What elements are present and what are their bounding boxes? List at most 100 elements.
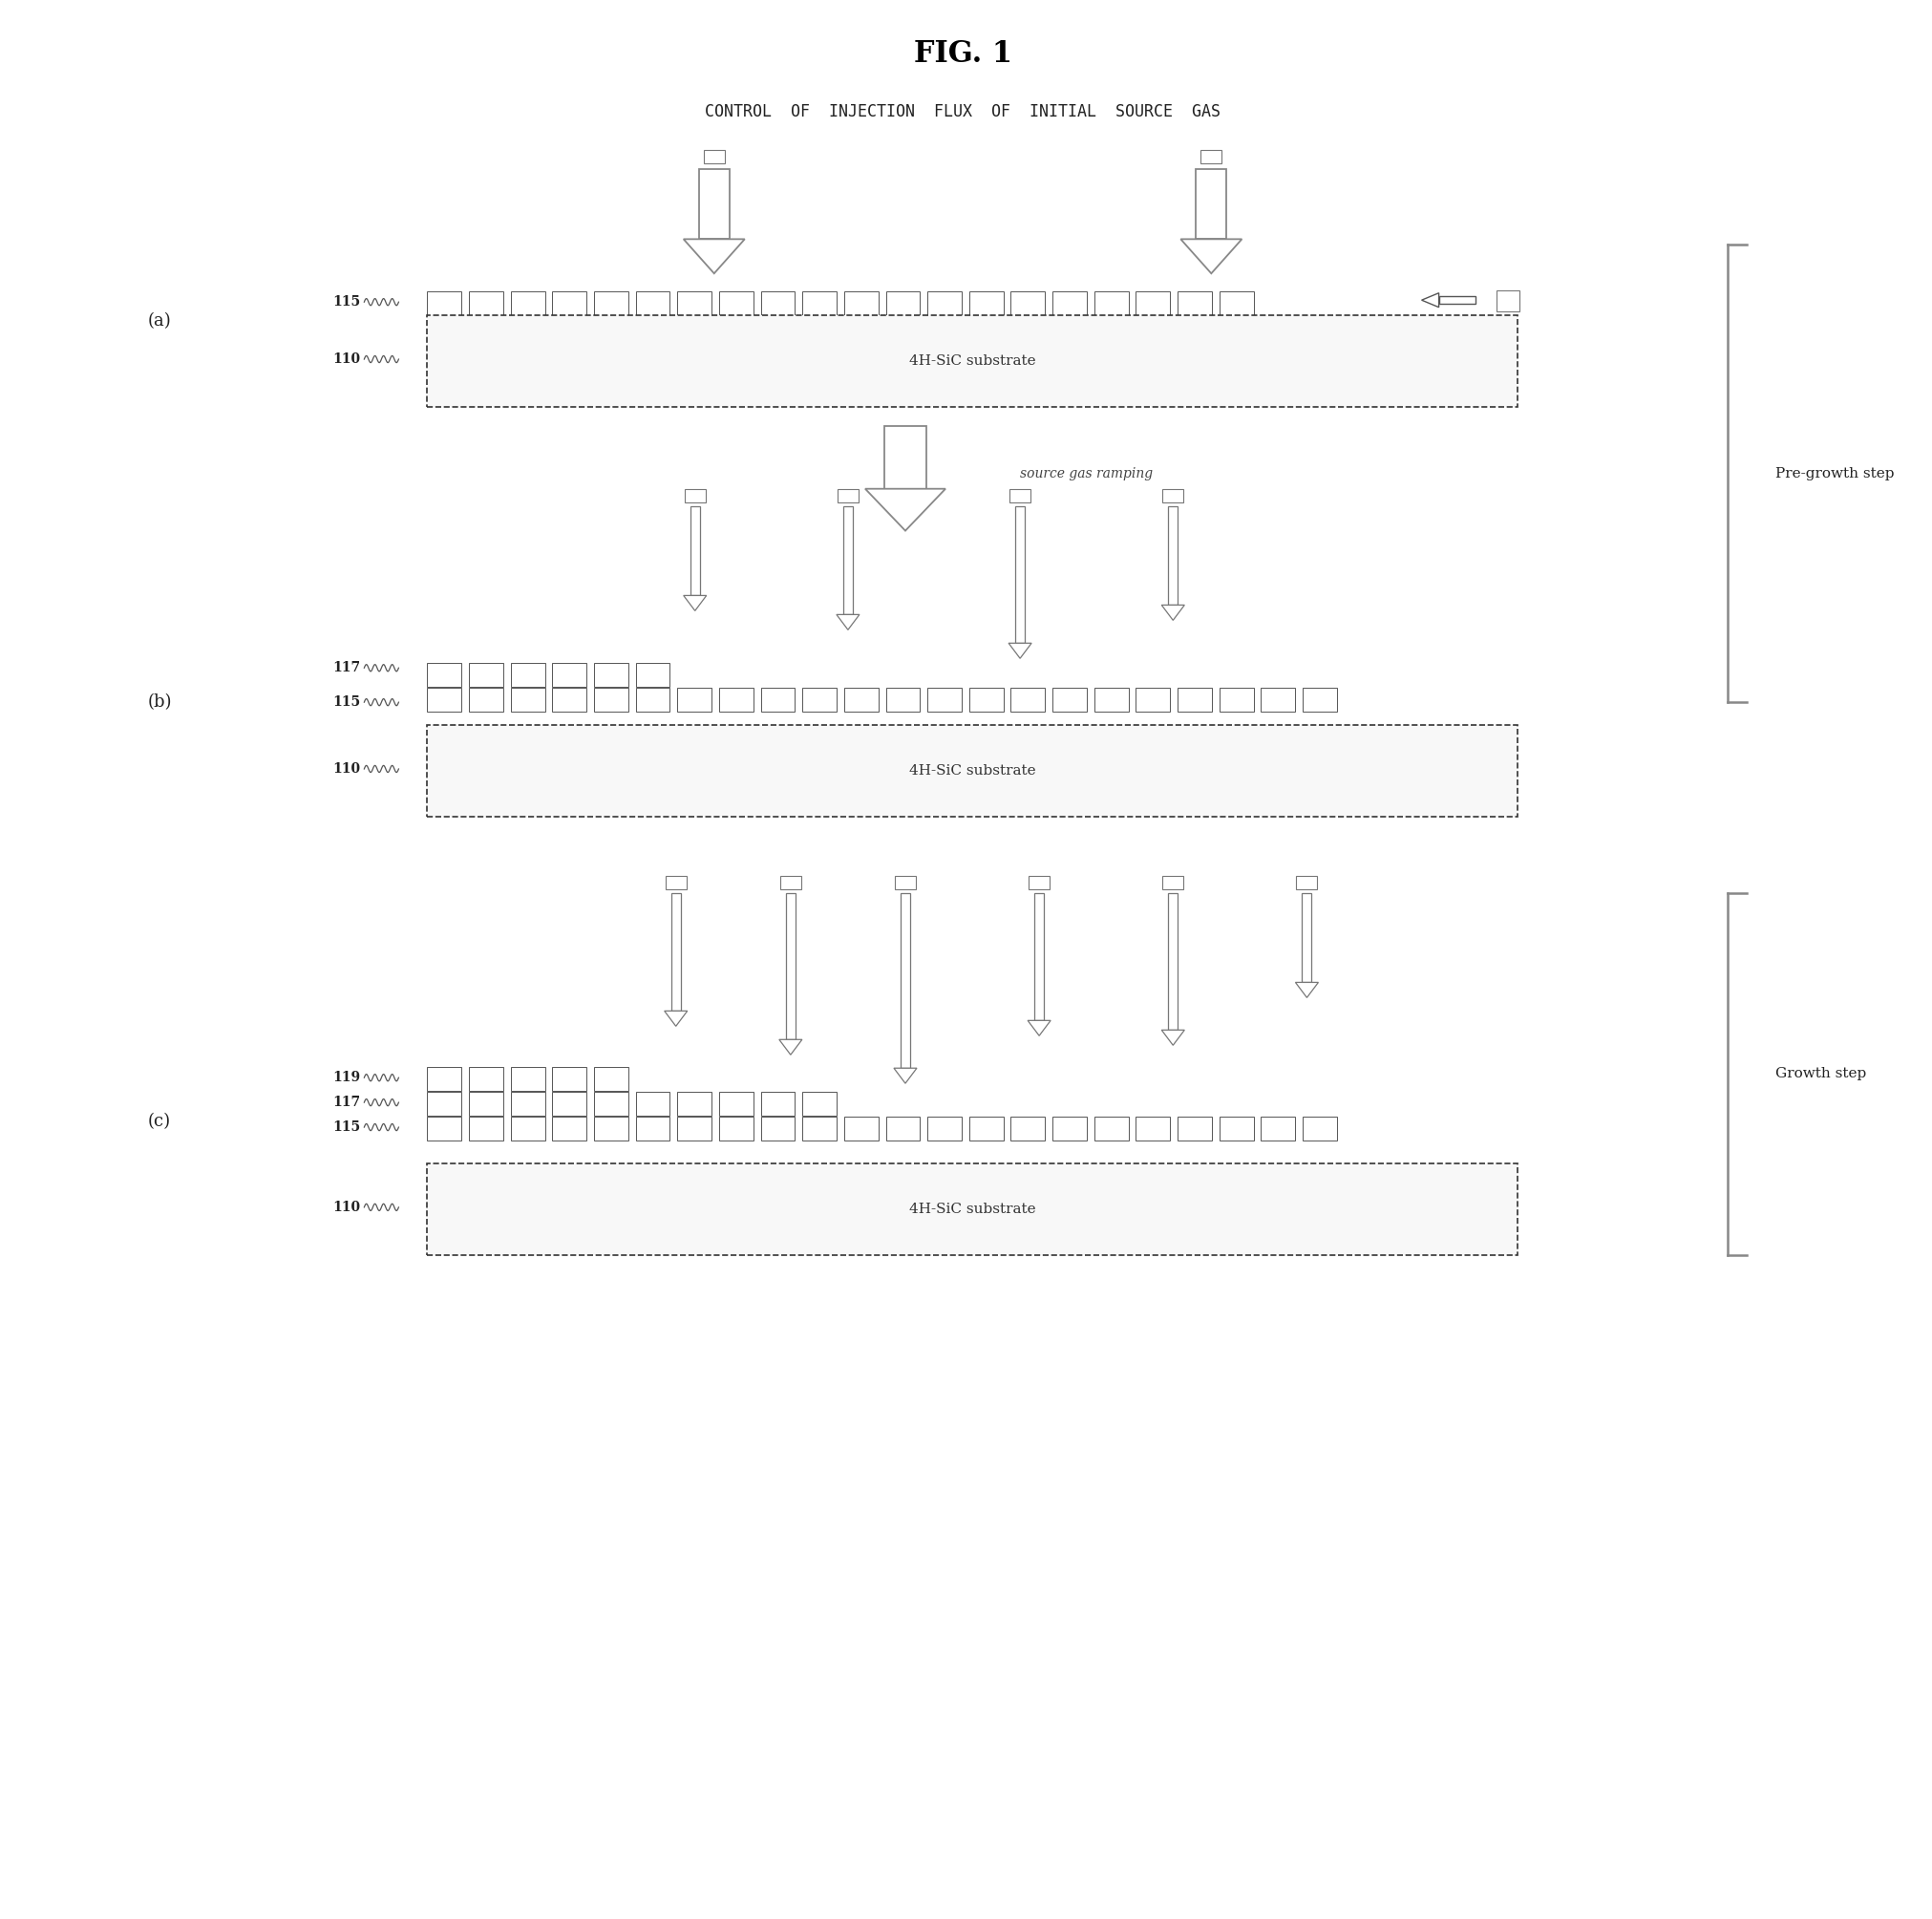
Text: 110: 110 bbox=[332, 1201, 361, 1215]
Bar bbox=[719, 1117, 753, 1140]
Bar bbox=[469, 687, 502, 712]
Bar bbox=[469, 292, 502, 315]
Bar bbox=[1179, 1117, 1211, 1140]
Bar bbox=[1179, 687, 1211, 712]
Bar bbox=[786, 892, 796, 1040]
Bar bbox=[1028, 875, 1049, 888]
Bar bbox=[593, 1092, 628, 1115]
Text: 117: 117 bbox=[332, 1096, 361, 1109]
Bar bbox=[665, 875, 686, 888]
Bar bbox=[1094, 292, 1128, 315]
Bar bbox=[593, 664, 628, 687]
Bar bbox=[510, 292, 545, 315]
Bar bbox=[690, 507, 699, 595]
Text: source gas ramping: source gas ramping bbox=[1020, 466, 1153, 480]
Polygon shape bbox=[779, 1040, 802, 1055]
Bar bbox=[670, 892, 680, 1011]
Polygon shape bbox=[1009, 643, 1032, 658]
Bar bbox=[427, 315, 1517, 407]
Bar bbox=[553, 1117, 587, 1140]
Bar bbox=[1053, 687, 1088, 712]
Bar bbox=[1010, 292, 1045, 315]
Text: 110: 110 bbox=[332, 353, 361, 367]
Bar bbox=[1094, 687, 1128, 712]
Text: 115: 115 bbox=[332, 1121, 361, 1134]
Polygon shape bbox=[1161, 1031, 1184, 1046]
Text: 115: 115 bbox=[332, 296, 361, 309]
Bar bbox=[469, 1117, 502, 1140]
Bar bbox=[510, 664, 545, 687]
Polygon shape bbox=[684, 240, 744, 272]
Text: (b): (b) bbox=[147, 693, 172, 710]
Bar bbox=[1016, 507, 1024, 643]
Bar bbox=[927, 1117, 962, 1140]
Bar bbox=[678, 1117, 711, 1140]
Bar bbox=[844, 687, 879, 712]
Bar bbox=[469, 1067, 502, 1092]
Bar bbox=[1296, 875, 1318, 888]
Bar bbox=[970, 687, 1003, 712]
Bar bbox=[427, 1163, 1517, 1255]
Bar bbox=[684, 489, 705, 503]
Bar bbox=[510, 1092, 545, 1115]
Text: 110: 110 bbox=[332, 762, 361, 775]
Bar bbox=[719, 687, 753, 712]
Bar bbox=[802, 292, 837, 315]
Bar bbox=[900, 892, 910, 1069]
Bar bbox=[1163, 875, 1184, 888]
Bar bbox=[761, 1092, 794, 1115]
Bar bbox=[887, 687, 920, 712]
Polygon shape bbox=[1028, 1021, 1051, 1036]
Bar bbox=[1179, 292, 1211, 315]
Polygon shape bbox=[684, 595, 707, 610]
Text: CONTROL  OF  INJECTION  FLUX  OF  INITIAL  SOURCE  GAS: CONTROL OF INJECTION FLUX OF INITIAL SOU… bbox=[705, 104, 1221, 121]
Bar bbox=[427, 1117, 462, 1140]
Bar bbox=[781, 875, 802, 888]
Bar bbox=[593, 1067, 628, 1092]
Bar bbox=[427, 292, 462, 315]
Bar bbox=[678, 687, 711, 712]
Bar bbox=[844, 1117, 879, 1140]
Bar bbox=[510, 1117, 545, 1140]
Bar bbox=[719, 292, 753, 315]
Bar bbox=[927, 292, 962, 315]
Bar bbox=[636, 664, 670, 687]
Bar bbox=[636, 687, 670, 712]
Polygon shape bbox=[866, 489, 945, 532]
Text: (a): (a) bbox=[147, 313, 172, 330]
Bar bbox=[719, 1092, 753, 1115]
Bar bbox=[761, 292, 794, 315]
Bar bbox=[1034, 892, 1043, 1021]
Bar bbox=[1302, 687, 1337, 712]
Bar bbox=[1169, 892, 1179, 1031]
Bar bbox=[510, 1067, 545, 1092]
Bar bbox=[1053, 292, 1088, 315]
Bar bbox=[636, 1092, 670, 1115]
Bar bbox=[1196, 169, 1227, 240]
Bar bbox=[636, 292, 670, 315]
Bar bbox=[510, 687, 545, 712]
Bar bbox=[761, 1117, 794, 1140]
Polygon shape bbox=[1296, 983, 1318, 998]
Bar bbox=[970, 1117, 1003, 1140]
Bar bbox=[1010, 489, 1030, 503]
Bar bbox=[761, 687, 794, 712]
Bar bbox=[1302, 1117, 1337, 1140]
Bar bbox=[1219, 292, 1254, 315]
Bar bbox=[1169, 507, 1179, 604]
Bar bbox=[970, 292, 1003, 315]
Bar bbox=[593, 1117, 628, 1140]
Polygon shape bbox=[895, 1069, 918, 1084]
Polygon shape bbox=[837, 614, 860, 629]
Bar bbox=[678, 292, 711, 315]
Bar bbox=[887, 292, 920, 315]
Text: 4H-SiC substrate: 4H-SiC substrate bbox=[908, 1203, 1036, 1217]
Bar bbox=[593, 292, 628, 315]
Bar bbox=[842, 507, 852, 614]
Bar bbox=[553, 292, 587, 315]
Text: 4H-SiC substrate: 4H-SiC substrate bbox=[908, 355, 1036, 368]
Text: 115: 115 bbox=[332, 695, 361, 708]
Polygon shape bbox=[665, 1011, 688, 1027]
Bar bbox=[927, 687, 962, 712]
Text: 4H-SiC substrate: 4H-SiC substrate bbox=[908, 764, 1036, 777]
